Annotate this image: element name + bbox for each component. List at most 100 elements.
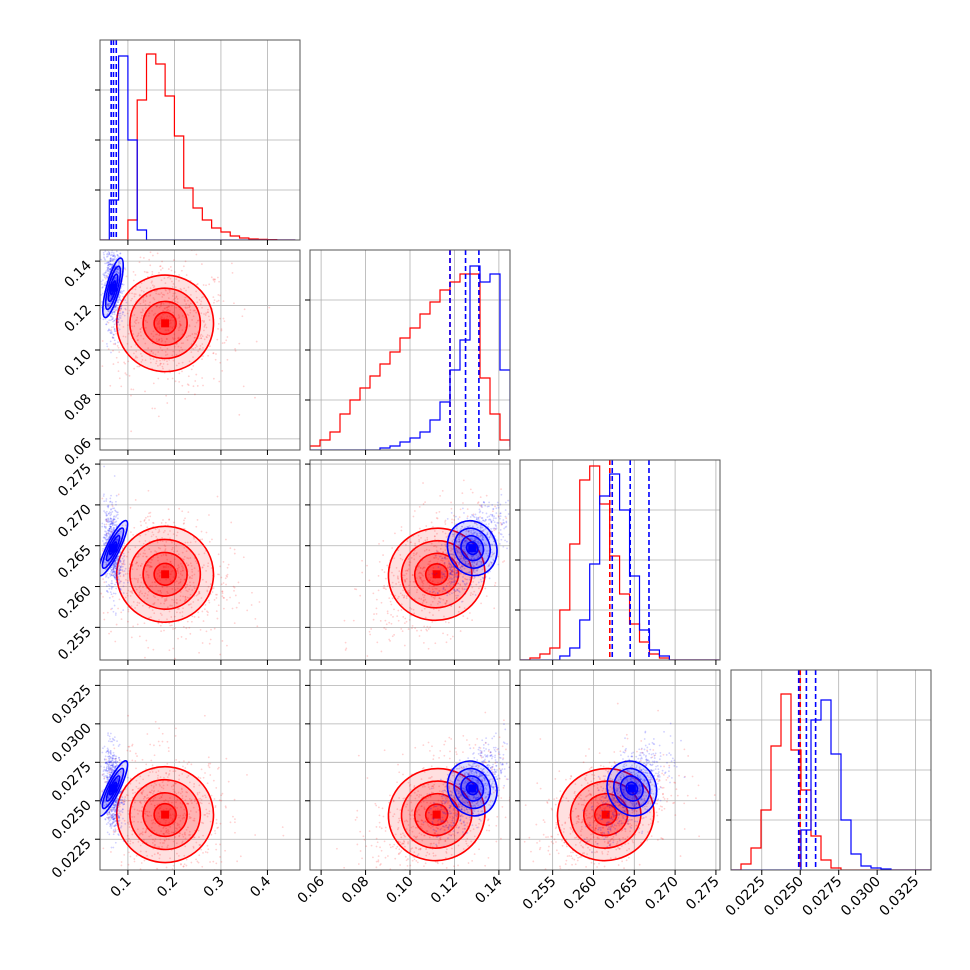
red-sample-point [189,810,192,812]
red-sample-point [408,584,410,587]
red-sample-point [149,771,151,774]
red-sample-point [455,573,458,576]
blue-sample-point [493,521,496,524]
red-sample-point [156,777,159,779]
red-sample-point [186,585,189,588]
blue-sample-point [115,264,118,267]
blue-sample-point [117,261,120,264]
red-sample-point [110,851,112,853]
red-sample-point [217,553,220,556]
red-sample-point [127,608,130,611]
blue-sample-point [113,566,116,568]
red-sample-point [450,548,453,551]
red-sample-point [169,807,172,810]
red-sample-point [480,560,483,563]
red-sample-point [456,596,458,599]
red-sample-point [201,377,204,379]
red-sample-point [152,522,155,525]
blue-sample-point [114,306,117,308]
red-sample-point [223,341,226,344]
blue-sample-point [482,536,484,539]
blue-sample-point [106,253,108,256]
red-sample-point [106,304,109,307]
red-sample-point [131,325,133,328]
blue-sample-point [104,258,107,261]
blue-sample-point [118,308,121,311]
blue-sample-point [503,527,506,530]
red-sample-point [168,814,171,817]
blue-sample-point [443,561,446,564]
red-sample-point [409,580,412,583]
red-sample-point [133,325,136,328]
blue-sample-point [109,534,112,537]
blue-sample-point [471,514,473,516]
red-sample-point [450,549,452,552]
blue-sample-point [483,501,485,503]
blue-sample-point [504,501,507,504]
blue-sample-point [500,522,503,525]
red-sample-point [168,809,171,812]
red-sample-point [490,562,493,564]
blue-sample-point [114,571,117,574]
red-sample-point [113,817,116,819]
blue-sample-point [450,569,452,572]
red-sample-point [173,550,175,553]
blue-sample-point [108,261,111,264]
red-sample-point [134,585,137,588]
blue-sample-point [491,543,494,546]
red-sample-point [450,553,452,556]
red-sample-point [173,325,176,328]
blue-sample-point [107,264,109,267]
red-sample-point [433,530,436,532]
red-sample-point [216,827,219,829]
red-sample-point [177,553,180,556]
blue-sample-point [457,518,460,520]
red-sample-point [159,612,162,615]
red-sample-point [171,546,174,549]
red-sample-point [129,595,132,597]
red-sample-point [174,581,176,584]
blue-sample-point [103,276,106,279]
red-sample-point [452,535,454,538]
blue-sample-point [119,569,122,571]
red-sample-point [439,568,442,571]
blue-sample-point [454,569,457,572]
blue-histogram [520,473,720,660]
red-sample-point [251,591,253,594]
red-sample-point [172,831,175,834]
red-sample-point [422,600,425,602]
red-sample-point [397,595,400,598]
red-sample-point [136,623,139,626]
red-sample-point [158,322,161,325]
blue-sample-point [453,560,456,562]
blue-sample-point [118,581,121,584]
red-sample-point [182,522,185,525]
blue-sample-point [118,558,120,561]
red-sample-point [216,338,219,341]
red-sample-point [220,583,223,586]
red-sample-point [206,851,209,854]
blue-sample-point [110,351,112,354]
blue-sample-point [112,521,115,524]
blue-sample-point [113,328,116,331]
red-sample-point [169,319,172,322]
red-sample-point [422,503,425,505]
red-sample-point [375,598,378,601]
blue-sample-point [487,565,490,568]
red-sample-point [164,288,167,291]
red-sample-point [410,557,413,559]
red-sample-point [157,321,160,323]
red-sample-point [428,549,431,552]
red-sample-point [443,615,445,618]
red-sample-point [209,774,212,776]
red-sample-point [428,573,431,576]
red-sample-point [446,633,449,636]
red-sample-point [175,727,177,730]
blue-sample-point [112,326,115,328]
red-sample-point [419,577,421,579]
blue-sample-point [116,254,119,256]
red-sample-point [450,570,453,573]
red-sample-point [195,885,197,887]
red-sample-point [126,821,129,824]
red-sample-point [165,830,168,832]
